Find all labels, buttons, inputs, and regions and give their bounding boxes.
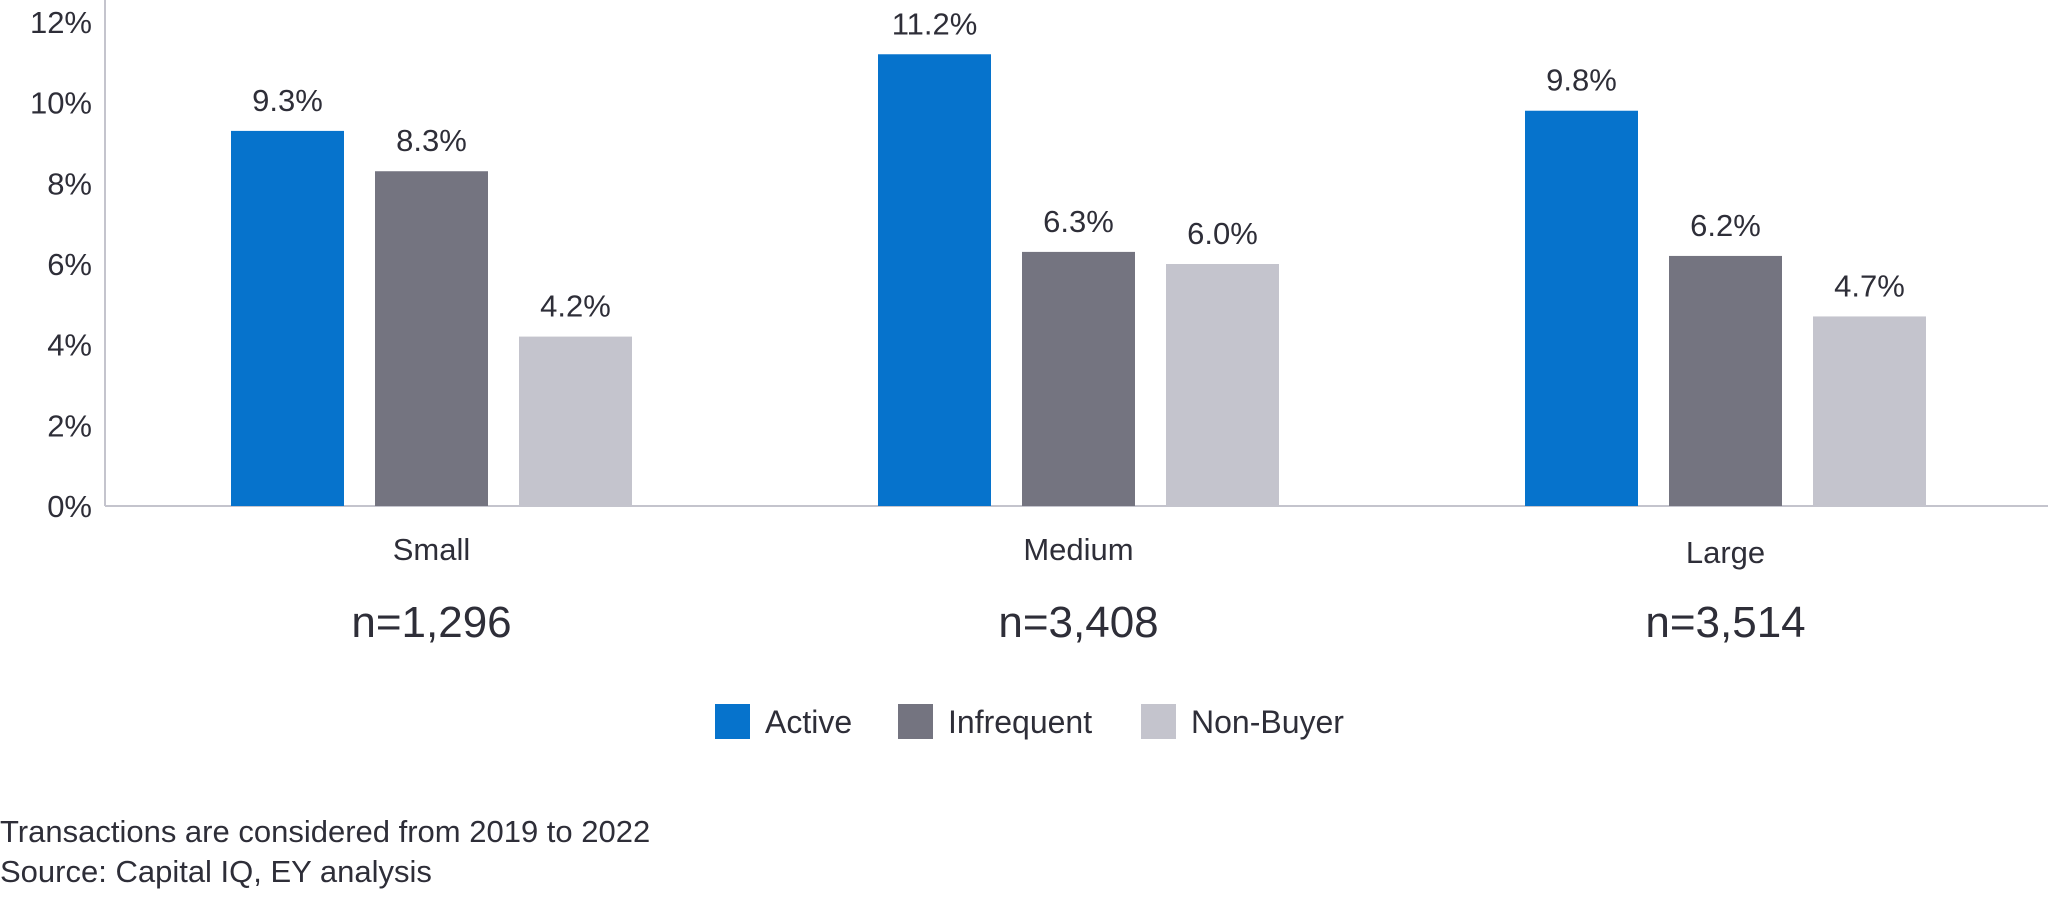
legend-swatch	[1141, 704, 1176, 739]
legend: Active Infrequent Non-Buyer	[715, 704, 1344, 740]
data-label: 9.3%	[252, 83, 323, 118]
sample-size-label: n=3,408	[998, 598, 1158, 647]
note-source: Source: Capital IQ, EY analysis	[0, 854, 432, 889]
y-tick-label: 0%	[47, 489, 92, 524]
bar-chart: 0% 2% 4% 6% 8% 10% 12% 9.3% 8.3% 4.2% 11.2% 6.3% 6.…	[30, 0, 2048, 740]
data-label: 8.3%	[396, 123, 467, 158]
data-label: 4.7%	[1834, 268, 1905, 303]
y-tick-label: 8%	[47, 166, 92, 201]
y-tick-label: 4%	[47, 328, 92, 363]
data-label: 6.2%	[1690, 208, 1761, 243]
bar-active-large	[1525, 110, 1638, 506]
bar-active-small	[231, 130, 344, 506]
data-label: 6.0%	[1187, 216, 1258, 251]
x-category-label: Small	[393, 532, 471, 567]
bar-infrequent-medium	[1022, 251, 1135, 506]
legend-label: Infrequent	[948, 704, 1092, 740]
sample-size-label: n=1,296	[351, 598, 511, 647]
legend-swatch	[898, 704, 933, 739]
bar-non-buyer-medium	[1166, 264, 1279, 506]
data-label: 4.2%	[540, 289, 611, 324]
legend-label: Non-Buyer	[1191, 704, 1344, 740]
note-period: Transactions are considered from 2019 to…	[0, 814, 651, 849]
bar-non-buyer-large	[1813, 316, 1926, 506]
y-tick-label: 2%	[47, 408, 92, 443]
legend-swatch	[715, 704, 750, 739]
y-tick-label: 12%	[30, 5, 92, 40]
data-label: 6.3%	[1043, 204, 1114, 239]
chart-notes: Transactions are considered from 2019 to…	[0, 812, 650, 892]
legend-label: Active	[765, 704, 852, 740]
y-tick-label: 6%	[47, 247, 92, 282]
bar-non-buyer-small	[519, 336, 632, 506]
sample-size-label: n=3,514	[1645, 598, 1805, 647]
bar-infrequent-large	[1669, 255, 1782, 506]
x-category-label: Large	[1686, 535, 1765, 570]
bar-active-medium	[878, 54, 991, 507]
bar-infrequent-small	[375, 171, 488, 506]
data-label: 11.2%	[892, 6, 978, 41]
bars: 9.3% 8.3% 4.2% 11.2% 6.3% 6.0% 9.8% 6.2% 4.7%	[231, 6, 1926, 507]
x-category-label: Medium	[1023, 532, 1133, 567]
y-tick-label: 10%	[30, 86, 92, 121]
data-label: 9.8%	[1546, 63, 1617, 98]
category-labels: Small n=1,296 Medium n=3,408 Large n=3,514	[351, 532, 1805, 647]
